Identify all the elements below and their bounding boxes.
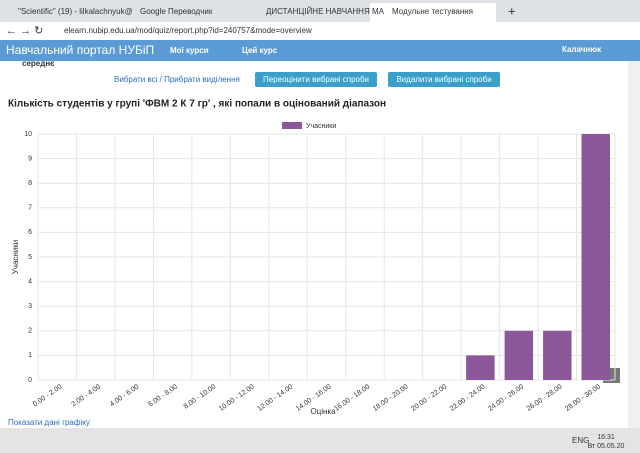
menu[interactable]: Мої курси	[170, 46, 209, 55]
legend-label: Учасники	[306, 123, 336, 130]
x-tick-label: 16.00 - 18.00	[333, 383, 371, 412]
x-tick-label: 18.00 - 20.00	[372, 383, 410, 412]
lang: ENG	[572, 436, 589, 445]
y-tick-label: 9	[28, 155, 32, 162]
x-tick-label: 28.00 - 30.00	[564, 383, 602, 412]
button[interactable]	[388, 72, 500, 87]
x-tick-label: 8.00 - 10.00	[183, 383, 218, 410]
bar	[504, 330, 534, 380]
clock-date: Вт 05.05.20	[588, 443, 625, 450]
active-tab[interactable]	[370, 3, 496, 22]
row-label: середнє	[22, 59, 55, 68]
scrollbar[interactable]	[628, 61, 640, 428]
x-tick-label: 6.00 - 8.00	[147, 383, 179, 408]
y-tick-label: 3	[28, 303, 32, 310]
button-label[interactable]: Переоцінити вибрані спроби	[263, 75, 369, 84]
nav-buttons[interactable]: ← → ↻	[6, 25, 43, 37]
x-tick-label: 26.00 - 28.00	[526, 383, 564, 412]
tab[interactable]: "Scientific" (19) - lilkalachnyuk@	[18, 7, 133, 16]
y-tick-label: 10	[24, 131, 32, 138]
url[interactable]: elearn.nubip.edu.ua/mod/quiz/report.php?…	[64, 26, 312, 35]
user-menu[interactable]: Калачнюк	[562, 45, 602, 54]
menu[interactable]: Цей курс	[242, 46, 278, 55]
tab[interactable]: Google Переводчик	[140, 7, 213, 16]
button-label[interactable]: Видалити вибрані спроби	[396, 75, 491, 84]
x-tick-label: 12.00 - 14.00	[256, 383, 294, 412]
y-tick-label: 2	[28, 328, 32, 335]
x-tick-label: 10.00 - 12.00	[218, 383, 256, 412]
y-axis-title: Учасники	[11, 240, 20, 275]
y-tick-label: 0	[28, 377, 32, 384]
tab[interactable]: ДИСТАНЦІЙНЕ НАВЧАННЯ МА	[266, 7, 385, 16]
nav-bar	[0, 40, 640, 61]
legend-swatch	[282, 122, 302, 129]
clock-time: 16:31	[597, 434, 615, 441]
bar	[543, 330, 572, 380]
y-tick-label: 8	[28, 180, 32, 187]
x-tick-label: 0.00 - 2.00	[32, 383, 64, 408]
bar	[466, 355, 495, 380]
x-tick-label: 4.00 - 6.00	[109, 383, 141, 408]
x-tick-label: 22.00 - 24.00	[449, 383, 487, 412]
new-tab[interactable]: +	[508, 3, 516, 18]
y-tick-label: 4	[28, 278, 32, 285]
address-bar	[0, 22, 640, 40]
button[interactable]	[255, 72, 377, 87]
tab[interactable]: Модульне тестування	[392, 7, 473, 16]
x-tick-label: 20.00 - 22.00	[410, 383, 448, 412]
bar	[581, 134, 610, 380]
show-data-link[interactable]: Показати дані графіку	[8, 418, 90, 427]
site-title[interactable]: Навчальний портал НУБіП	[6, 43, 154, 57]
x-tick-label: 2.00 - 4.00	[70, 383, 102, 408]
y-tick-label: 1	[28, 352, 32, 359]
x-axis-title: Оцінка	[310, 407, 336, 416]
heading: Кількість студентів у групі 'ФВМ 2 К 7 г…	[8, 99, 386, 110]
y-tick-label: 5	[28, 254, 32, 261]
x-tick-label: 24.00 - 26.00	[487, 383, 525, 412]
select-links[interactable]: Вибрати всі / Прибрати виділення	[114, 75, 240, 84]
y-tick-label: 6	[28, 229, 32, 236]
y-tick-label: 7	[28, 205, 32, 212]
taskbar	[0, 428, 640, 453]
